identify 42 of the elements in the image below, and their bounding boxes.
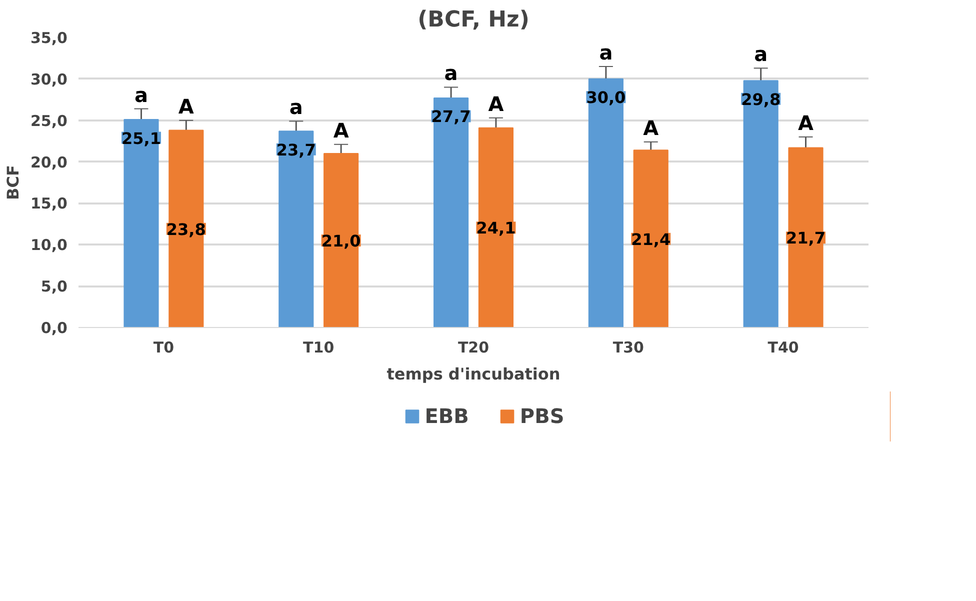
data-label: 23,8 xyxy=(166,220,206,239)
y-tick-label: 30,0 xyxy=(30,70,68,88)
x-tick-label: T20 xyxy=(458,338,490,356)
data-label: 30,0 xyxy=(586,88,626,108)
x-tick-label: T0 xyxy=(153,338,174,356)
bar xyxy=(588,78,624,328)
annotation: A xyxy=(488,92,504,116)
annotation: A xyxy=(643,116,660,140)
y-tick-label: 35,0 xyxy=(30,29,68,47)
annotation: a xyxy=(289,95,303,120)
y-tick-label: 10,0 xyxy=(30,236,68,254)
annotation: A xyxy=(333,118,350,142)
data-label: 23,7 xyxy=(276,140,316,160)
data-label: 21,7 xyxy=(786,228,826,248)
y-tick-label: 0,0 xyxy=(40,319,68,337)
y-tick-label: 25,0 xyxy=(30,112,68,130)
bar xyxy=(434,97,469,328)
annotation: a xyxy=(444,61,458,86)
bar xyxy=(478,127,514,328)
annotation: a xyxy=(754,42,768,66)
y-tick-label: 15,0 xyxy=(30,194,68,213)
annotation: A xyxy=(798,110,814,135)
legend-label: PBS xyxy=(520,404,564,428)
chart-title: (BCF, Hz) xyxy=(418,8,530,32)
annotation: A xyxy=(178,94,194,118)
y-tick-label: 20,0 xyxy=(30,153,68,172)
x-axis-title: temps d'incubation xyxy=(386,364,560,384)
legend-label: EBB xyxy=(424,404,469,428)
data-label: 21,0 xyxy=(321,232,361,250)
x-tick-label: T40 xyxy=(768,338,799,356)
bar xyxy=(788,147,824,328)
data-label: 24,1 xyxy=(476,218,516,238)
data-label: 29,8 xyxy=(741,90,781,109)
data-label: 25,1 xyxy=(121,128,161,148)
annotation: a xyxy=(599,40,613,64)
y-axis-title: BCF xyxy=(3,165,22,200)
y-tick-label: 5,0 xyxy=(40,278,68,296)
data-label: 21,4 xyxy=(631,230,671,249)
x-tick-label: T10 xyxy=(303,338,334,356)
annotation: a xyxy=(134,82,148,107)
data-label: 27,7 xyxy=(431,107,471,126)
x-tick-label: T30 xyxy=(612,338,644,356)
